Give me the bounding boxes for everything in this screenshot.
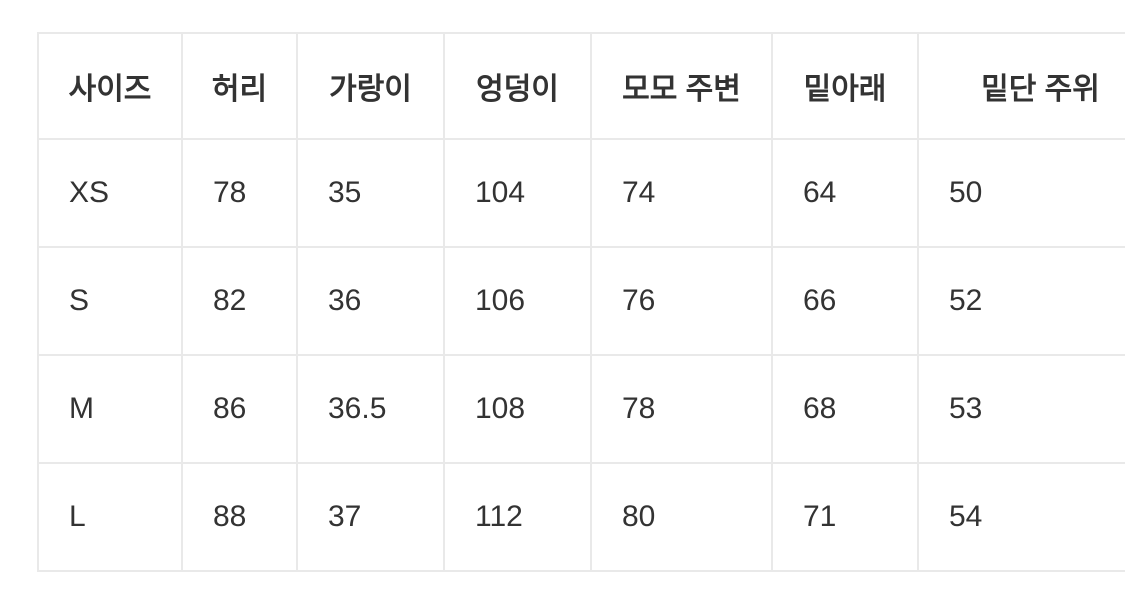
- size-chart-container: 사이즈 허리 가랑이 엉덩이 모모 주변 밑아래 밑단 주위 XS 78 35 104 74 64 50…: [37, 32, 1125, 572]
- table-row-l: L 88 37 112 80 71 54: [37, 462, 1125, 572]
- value-cell-inseam: 66: [771, 246, 919, 356]
- value-cell-hip: 112: [443, 462, 592, 572]
- header-row: 사이즈 허리 가랑이 엉덩이 모모 주변 밑아래 밑단 주위: [37, 32, 1125, 140]
- size-label-cell: S: [37, 246, 183, 356]
- column-header-size: 사이즈: [37, 32, 183, 140]
- value-cell-waist: 88: [181, 462, 298, 572]
- value-cell-waist: 82: [181, 246, 298, 356]
- value-cell-hem: 50: [917, 138, 1125, 248]
- value-cell-waist: 78: [181, 138, 298, 248]
- value-cell-hip: 104: [443, 138, 592, 248]
- column-header-hip: 엉덩이: [443, 32, 592, 140]
- value-cell-hem: 53: [917, 354, 1125, 464]
- value-cell-crotch: 37: [296, 462, 445, 572]
- value-cell-thigh: 78: [590, 354, 773, 464]
- value-cell-hip: 108: [443, 354, 592, 464]
- value-cell-thigh: 80: [590, 462, 773, 572]
- column-header-crotch: 가랑이: [296, 32, 445, 140]
- value-cell-inseam: 71: [771, 462, 919, 572]
- value-cell-inseam: 64: [771, 138, 919, 248]
- value-cell-hem: 52: [917, 246, 1125, 356]
- value-cell-thigh: 74: [590, 138, 773, 248]
- column-header-inseam: 밑아래: [771, 32, 919, 140]
- value-cell-inseam: 68: [771, 354, 919, 464]
- column-header-thigh: 모모 주변: [590, 32, 773, 140]
- table-row-xs: XS 78 35 104 74 64 50: [37, 138, 1125, 248]
- value-cell-hip: 106: [443, 246, 592, 356]
- table-row-s: S 82 36 106 76 66 52: [37, 246, 1125, 356]
- value-cell-hem: 54: [917, 462, 1125, 572]
- value-cell-crotch: 36.5: [296, 354, 445, 464]
- value-cell-thigh: 76: [590, 246, 773, 356]
- column-header-hem: 밑단 주위: [917, 32, 1125, 140]
- size-label-cell: L: [37, 462, 183, 572]
- size-label-cell: XS: [37, 138, 183, 248]
- size-label-cell: M: [37, 354, 183, 464]
- table-row-m: M 86 36.5 108 78 68 53: [37, 354, 1125, 464]
- value-cell-crotch: 35: [296, 138, 445, 248]
- value-cell-waist: 86: [181, 354, 298, 464]
- table-body: XS 78 35 104 74 64 50 S 82 36 106 76 66 52 M 86 36.5 108 7…: [37, 138, 1125, 572]
- column-header-waist: 허리: [181, 32, 298, 140]
- value-cell-crotch: 36: [296, 246, 445, 356]
- size-chart-table: 사이즈 허리 가랑이 엉덩이 모모 주변 밑아래 밑단 주위 XS 78 35 104 74 64 50…: [37, 32, 1125, 572]
